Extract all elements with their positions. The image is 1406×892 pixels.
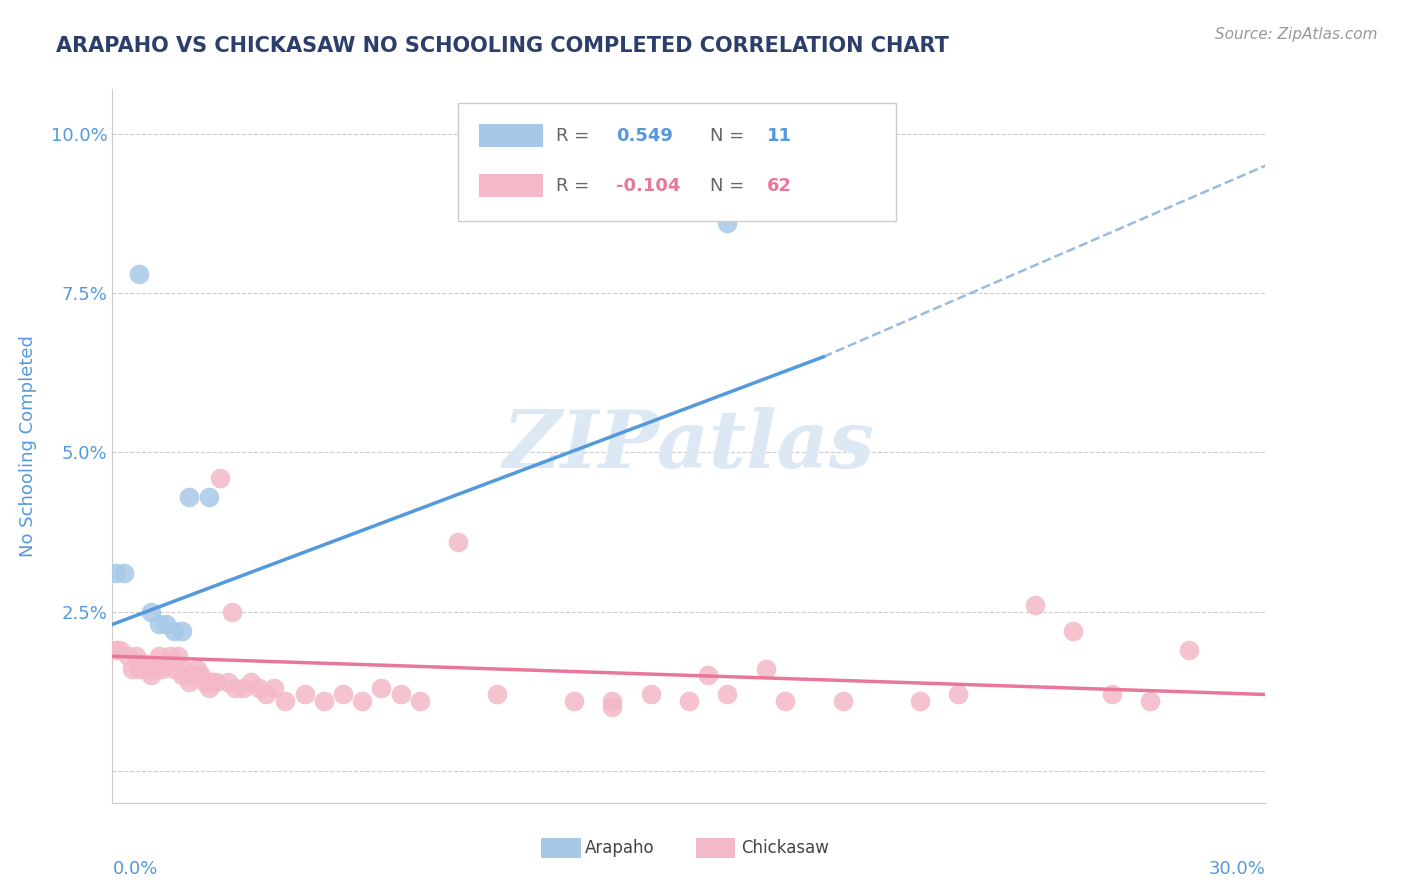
Text: N =: N =	[710, 177, 749, 194]
Point	[1101, 688, 1123, 702]
Text: Source: ZipAtlas.com: Source: ZipAtlas.com	[1215, 27, 1378, 42]
Point	[773, 694, 796, 708]
Point	[485, 688, 508, 702]
Point	[152, 662, 174, 676]
Point	[186, 662, 208, 676]
Point	[197, 681, 219, 695]
Point	[143, 662, 166, 676]
Point	[128, 267, 150, 281]
Point	[409, 694, 432, 708]
Point	[163, 624, 186, 638]
Point	[1177, 643, 1199, 657]
Point	[181, 668, 204, 682]
Point	[697, 668, 720, 682]
Point	[247, 681, 270, 695]
Point	[124, 649, 146, 664]
FancyBboxPatch shape	[479, 174, 543, 197]
Point	[274, 694, 297, 708]
Point	[1024, 599, 1046, 613]
Y-axis label: No Schooling Completed: No Schooling Completed	[18, 335, 37, 557]
Point	[128, 662, 150, 676]
Point	[179, 490, 201, 504]
Point	[312, 694, 335, 708]
Point	[946, 688, 969, 702]
Point	[562, 694, 585, 708]
Point	[205, 674, 228, 689]
Point	[389, 688, 412, 702]
Point	[108, 643, 131, 657]
Text: Arapaho: Arapaho	[585, 839, 655, 857]
Point	[194, 674, 217, 689]
Point	[224, 681, 246, 695]
Point	[600, 700, 623, 714]
Point	[105, 643, 128, 657]
Text: R =: R =	[557, 127, 595, 145]
Point	[1139, 694, 1161, 708]
FancyBboxPatch shape	[458, 103, 897, 221]
Point	[112, 566, 135, 581]
Point	[163, 662, 186, 676]
Point	[831, 694, 853, 708]
Point	[716, 216, 738, 230]
Text: ZIPatlas: ZIPatlas	[503, 408, 875, 484]
Text: 0.0%: 0.0%	[112, 860, 157, 878]
Point	[217, 674, 239, 689]
Point	[139, 668, 162, 682]
Point	[254, 688, 277, 702]
Point	[678, 694, 700, 708]
Point	[1062, 624, 1084, 638]
Text: 62: 62	[768, 177, 793, 194]
Text: -0.104: -0.104	[616, 177, 681, 194]
Point	[232, 681, 254, 695]
Text: 30.0%: 30.0%	[1209, 860, 1265, 878]
Point	[197, 490, 219, 504]
FancyBboxPatch shape	[479, 124, 543, 147]
Point	[174, 662, 197, 676]
Text: N =: N =	[710, 127, 749, 145]
Point	[640, 688, 662, 702]
Point	[716, 688, 738, 702]
Point	[179, 674, 201, 689]
Point	[209, 471, 232, 485]
Point	[170, 668, 193, 682]
Text: Chickasaw: Chickasaw	[741, 839, 830, 857]
Point	[105, 566, 128, 581]
Point	[155, 617, 177, 632]
Point	[755, 662, 778, 676]
Point	[263, 681, 285, 695]
Point	[201, 674, 224, 689]
Point	[352, 694, 374, 708]
Point	[294, 688, 316, 702]
Point	[908, 694, 931, 708]
Text: 0.549: 0.549	[616, 127, 673, 145]
Point	[370, 681, 392, 695]
Point	[136, 662, 159, 676]
Text: ARAPAHO VS CHICKASAW NO SCHOOLING COMPLETED CORRELATION CHART: ARAPAHO VS CHICKASAW NO SCHOOLING COMPLE…	[56, 36, 949, 55]
Point	[132, 656, 155, 670]
Text: R =: R =	[557, 177, 595, 194]
Point	[159, 649, 181, 664]
Text: 11: 11	[768, 127, 793, 145]
Point	[332, 688, 354, 702]
Point	[117, 649, 139, 664]
Point	[121, 662, 143, 676]
Point	[148, 649, 170, 664]
Point	[170, 624, 193, 638]
Point	[166, 649, 188, 664]
Point	[221, 605, 243, 619]
Point	[600, 694, 623, 708]
Point	[447, 534, 470, 549]
Point	[239, 674, 262, 689]
Point	[190, 668, 212, 682]
Point	[155, 656, 177, 670]
Point	[148, 617, 170, 632]
Point	[139, 605, 162, 619]
